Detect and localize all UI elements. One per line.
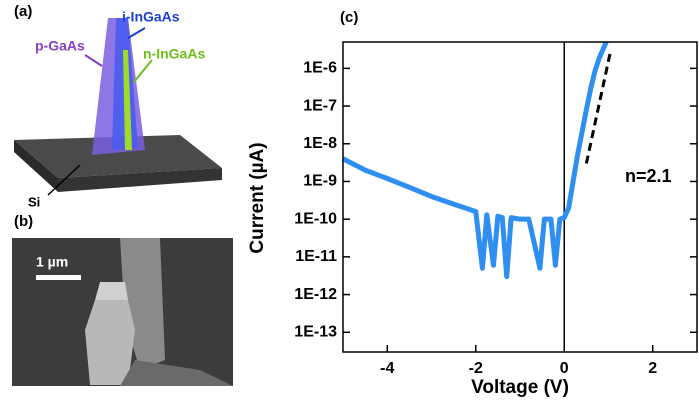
panel-label: (c) (340, 9, 358, 26)
x-axis-label: Voltage (V) (471, 377, 569, 398)
panel-label: (b) (14, 213, 33, 230)
y-tick-label: 1E-12 (294, 286, 337, 303)
annotation: p-GaAs (35, 38, 85, 54)
scale-bar-label: 1 µm (36, 254, 68, 270)
x-tick-label: 0 (560, 360, 569, 377)
plot-frame (343, 42, 697, 352)
y-tick-label: 1E-6 (303, 60, 337, 77)
y-axis-label: Current (µA) (247, 142, 268, 253)
data-line (343, 42, 606, 277)
y-tick-label: 1E-7 (303, 97, 337, 114)
y-tick-label: 1E-13 (294, 324, 337, 341)
y-tick-label: 1E-9 (303, 173, 337, 190)
x-tick-label: -2 (469, 360, 483, 377)
x-tick-label: -4 (380, 360, 394, 377)
panel-label: (a) (14, 3, 32, 20)
x-tick-label: 2 (648, 360, 657, 377)
annotation: i-InGaAs (122, 9, 180, 25)
y-tick-label: 1E-10 (294, 210, 337, 227)
fit-label: n=2.1 (625, 166, 672, 186)
annotation: n-InGaAs (143, 46, 205, 62)
annotation: Si (28, 194, 40, 209)
figure: (a) p-GaAs i-InGaAs n-InGaAs Si (b) 1 µm… (0, 0, 699, 400)
y-tick-label: 1E-11 (295, 248, 337, 265)
y-tick-label: 1E-8 (303, 135, 337, 152)
